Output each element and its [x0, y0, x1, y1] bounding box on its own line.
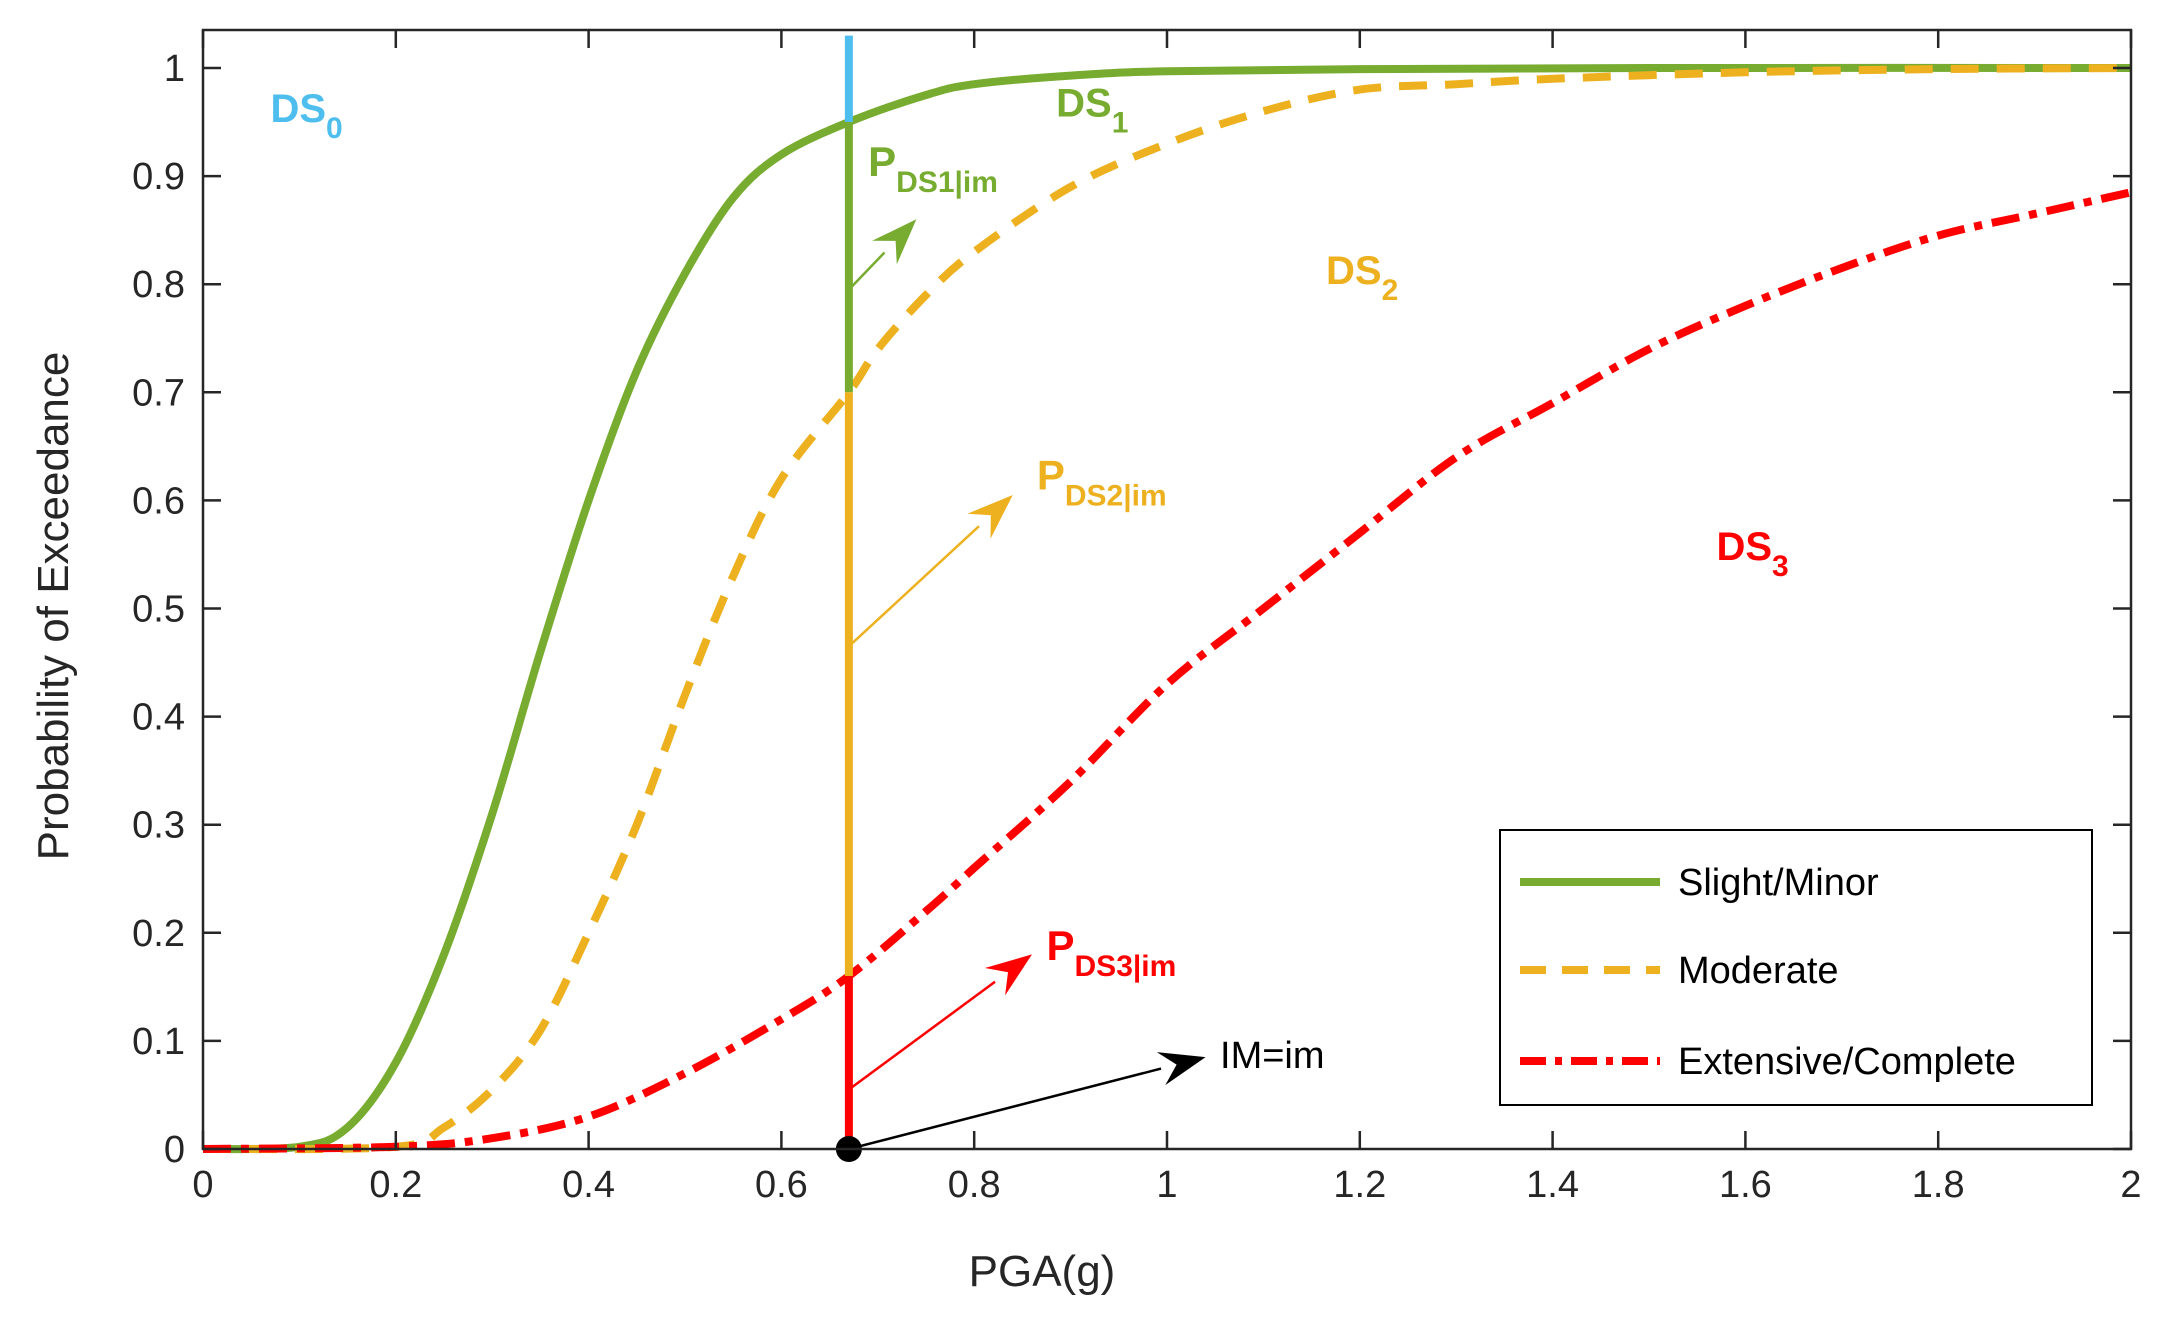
- arrow-head-0: [1156, 1052, 1206, 1086]
- y-tick-label: 0.7: [132, 372, 185, 414]
- legend-label-moderate: Moderate: [1678, 950, 1839, 992]
- series-line-slight-minor: [202, 63, 2132, 1154]
- legend: Slight/Minor Moderate Extensive/Complete: [1499, 829, 2093, 1106]
- y-tick-label: 0.1: [132, 1021, 185, 1063]
- arrow-head-3: [872, 219, 917, 265]
- x-tick-label: 1.8: [1912, 1164, 1965, 1206]
- annotation-p-ds2im: PDS2|im: [1037, 452, 1167, 513]
- arrow-head-2: [967, 495, 1013, 539]
- legend-label-extensive: Extensive/Complete: [1678, 1041, 2016, 1083]
- y-tick-label: 0: [164, 1129, 185, 1171]
- x-tick-label: 0.8: [948, 1164, 1001, 1206]
- series-line-extensive-complete: [202, 188, 2132, 1153]
- annotations-layer: DS0 DS1 DS2 DS3 PDS1|im PDS2|im PDS3|im: [270, 82, 1788, 983]
- arrow-shaft-2: [848, 525, 980, 648]
- arrow-shaft-3: [847, 251, 886, 291]
- x-tick-label: 1.4: [1526, 1164, 1579, 1206]
- x-tick-label: 0.6: [755, 1164, 808, 1206]
- y-tick-label: 0.3: [132, 805, 185, 847]
- y-axis-title: Probability of Exceedance: [29, 352, 78, 861]
- x-tick-label: 0.4: [562, 1164, 615, 1206]
- y-tick-label: 0.5: [132, 589, 185, 631]
- arrow-head-1: [984, 954, 1032, 996]
- annotation-p-ds3im: PDS3|im: [1047, 922, 1177, 983]
- curves-layer: [202, 63, 2132, 1154]
- annotation-p-ds1im: PDS1|im: [868, 138, 998, 199]
- series-line-moderate: [202, 64, 2132, 1154]
- x-tick-label: 0: [192, 1164, 213, 1206]
- x-tick-label: 1.6: [1719, 1164, 1772, 1206]
- y-tick-label: 0.4: [132, 697, 185, 739]
- legend-label-slight: Slight/Minor: [1678, 862, 1879, 904]
- y-tick-label: 0.8: [132, 264, 185, 306]
- annotation-ds-3: DS3: [1716, 525, 1788, 583]
- im-label: IM=im: [1220, 1035, 1325, 1077]
- annotation-ds-0: DS0: [270, 87, 342, 145]
- x-axis-title: PGA(g): [969, 1247, 1116, 1296]
- x-tick-label: 2: [2120, 1164, 2141, 1206]
- arrow-shaft-0: [848, 1067, 1162, 1151]
- y-tick-label: 0.6: [132, 480, 185, 522]
- x-tick-label: 0.2: [369, 1164, 422, 1206]
- axes-layer: 0 0.2 0.4 0.6 0.8 1 1.2 1.4 1.6 1.8 2 0 0.1 0.2 0.3 0.4…: [132, 28, 2142, 1206]
- arrow-shaft-1: [848, 980, 996, 1091]
- x-tick-label: 1.2: [1333, 1164, 1386, 1206]
- legend-box: [1499, 829, 2093, 1106]
- y-tick-label: 1: [164, 48, 185, 90]
- x-tick-label: 1: [1156, 1164, 1177, 1206]
- annotation-ds-1: DS1: [1056, 82, 1128, 140]
- y-tick-label: 0.2: [132, 913, 185, 955]
- annotation-ds-2: DS2: [1326, 249, 1398, 307]
- arrows-layer: IM=im: [835, 219, 1325, 1162]
- y-tick-label: 0.9: [132, 156, 185, 198]
